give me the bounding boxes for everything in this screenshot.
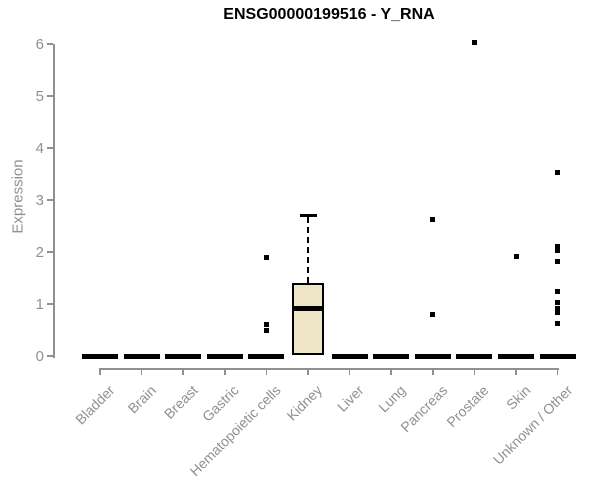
outlier-point: [555, 244, 561, 250]
x-tick-label: Lung: [375, 382, 409, 416]
whisker-cap: [299, 213, 317, 217]
y-tick-label: 2: [35, 243, 44, 261]
outlier-point: [513, 253, 519, 259]
y-tick-mark: [47, 303, 53, 305]
x-tick-mark: [515, 368, 517, 375]
x-axis-line: [99, 368, 559, 370]
outlier-point: [555, 259, 561, 265]
zero-boxplot-dash: [82, 354, 118, 359]
y-tick-label: 1: [35, 295, 44, 313]
x-tick-mark: [556, 368, 559, 375]
x-tick-label: Brain: [124, 382, 159, 417]
outlier-point: [430, 312, 436, 318]
x-tick-label: Liver: [334, 382, 367, 415]
outlier-point: [555, 170, 561, 176]
outlier-point: [555, 310, 561, 316]
zero-boxplot-dash: [123, 354, 160, 359]
outlier-point: [555, 305, 561, 311]
zero-boxplot-dash: [165, 354, 202, 359]
x-tick-label: Skin: [502, 382, 534, 413]
x-tick-mark: [432, 368, 434, 375]
zero-boxplot-dash: [373, 354, 410, 359]
y-tick-mark: [47, 199, 53, 201]
zero-boxplot-dash: [456, 354, 493, 359]
outlier-point: [555, 300, 561, 306]
outlier-point: [430, 216, 436, 222]
zero-boxplot-dash: [414, 354, 451, 359]
outlier-point: [555, 248, 561, 254]
x-tick-label: Kidney: [283, 382, 326, 424]
x-tick-label: Breast: [160, 382, 201, 422]
outlier-point: [263, 322, 269, 328]
y-tick-label: 0: [35, 347, 44, 365]
x-tick-mark: [390, 368, 392, 375]
x-tick-label: Bladder: [71, 382, 118, 428]
whisker-line: [307, 217, 309, 284]
x-tick-mark: [224, 368, 226, 375]
outlier-point: [555, 320, 561, 326]
median-line: [292, 305, 324, 311]
zero-boxplot-dash: [248, 354, 285, 359]
chart-title: ENSG00000199516 - Y_RNA: [223, 6, 435, 23]
y-tick-mark: [47, 147, 53, 149]
x-tick-mark: [307, 368, 309, 375]
zero-boxplot-dash: [498, 354, 534, 359]
zero-boxplot-dash: [206, 354, 243, 359]
x-tick-mark: [182, 368, 184, 375]
y-tick-label: 5: [35, 87, 44, 105]
y-tick-mark: [47, 43, 53, 45]
y-tick-label: 6: [35, 35, 44, 53]
zero-boxplot-dash: [539, 354, 576, 359]
zero-boxplot-dash: [331, 354, 368, 359]
x-tick-mark: [348, 368, 351, 375]
y-tick-label: 3: [35, 191, 44, 209]
y-tick-mark: [47, 355, 53, 357]
outlier-point: [555, 288, 561, 294]
x-tick-label: Prostate: [443, 382, 492, 431]
x-tick-label: Unknown / Other: [489, 382, 575, 468]
y-tick-mark: [47, 95, 53, 97]
x-tick-mark: [265, 368, 268, 375]
y-tick-mark: [47, 251, 53, 253]
outlier-point: [263, 254, 269, 260]
outlier-point: [263, 328, 269, 334]
x-tick-mark: [473, 368, 476, 375]
outlier-point: [471, 39, 477, 45]
box: [292, 283, 324, 355]
x-tick-mark: [140, 368, 143, 375]
y-tick-label: 4: [35, 139, 44, 157]
y-axis-line: [53, 44, 55, 358]
x-tick-mark: [99, 368, 101, 375]
